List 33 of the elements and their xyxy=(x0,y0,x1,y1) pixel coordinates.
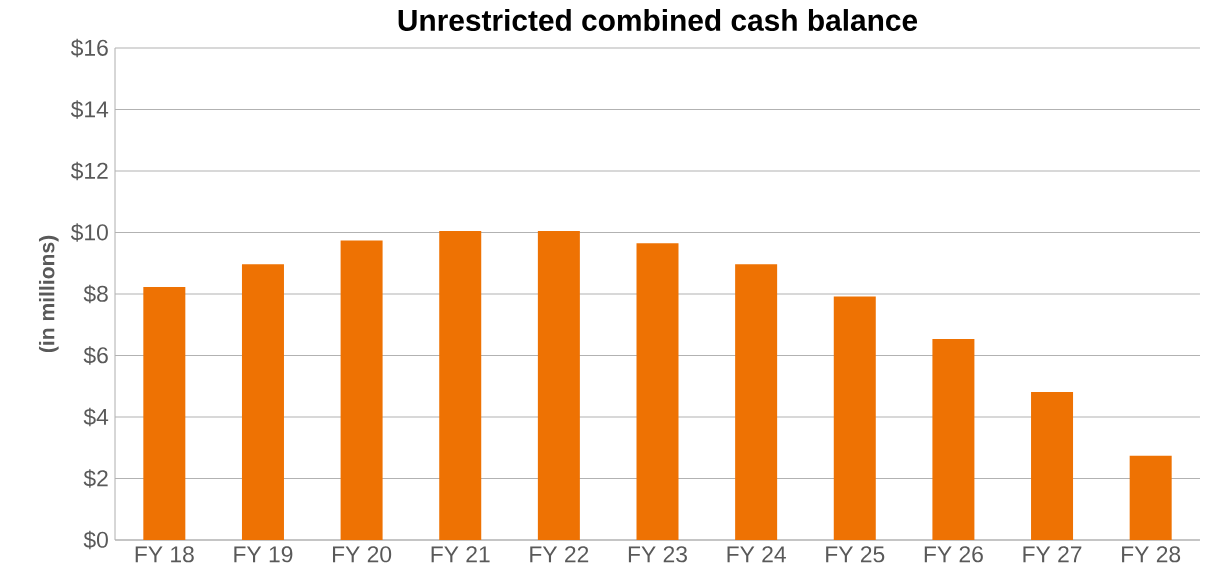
bar xyxy=(537,230,580,540)
y-tick-label: $12 xyxy=(70,161,108,181)
x-tick-label: FY 18 xyxy=(135,546,194,563)
x-tick-label: FY 26 xyxy=(924,546,983,563)
x-tick-label: FY 27 xyxy=(1023,546,1082,563)
bar xyxy=(1129,455,1172,540)
y-tick-label: $0 xyxy=(83,530,108,550)
y-tick-label: $16 xyxy=(70,38,108,58)
bar xyxy=(1031,392,1074,540)
x-tick-label: FY 25 xyxy=(826,546,885,563)
y-tick-label: $10 xyxy=(70,223,108,242)
x-tick-label: FY 23 xyxy=(628,546,687,563)
bar xyxy=(143,286,186,540)
x-tick-label: FY 21 xyxy=(431,546,490,563)
bar xyxy=(833,296,876,540)
x-tick-label: FY 28 xyxy=(1122,546,1181,563)
x-tick-label: FY 20 xyxy=(333,546,392,563)
bar xyxy=(636,243,679,540)
chart-title: Unrestricted combined cash balance xyxy=(398,9,918,31)
y-tick-label: $14 xyxy=(70,100,109,119)
y-tick-label: $8 xyxy=(83,284,108,304)
x-tick-label: FY 22 xyxy=(530,546,589,563)
bar xyxy=(735,264,778,540)
x-tick-label: FY 19 xyxy=(234,546,293,563)
bar xyxy=(340,240,383,540)
y-axis-title: (in millions) xyxy=(38,235,59,353)
bar xyxy=(241,264,284,540)
y-tick-label: $6 xyxy=(83,346,108,365)
bar xyxy=(932,338,975,540)
y-tick-label: $2 xyxy=(83,469,108,488)
y-tick-label: $4 xyxy=(83,407,109,427)
bar xyxy=(439,230,482,540)
x-tick-label: FY 24 xyxy=(727,546,786,563)
